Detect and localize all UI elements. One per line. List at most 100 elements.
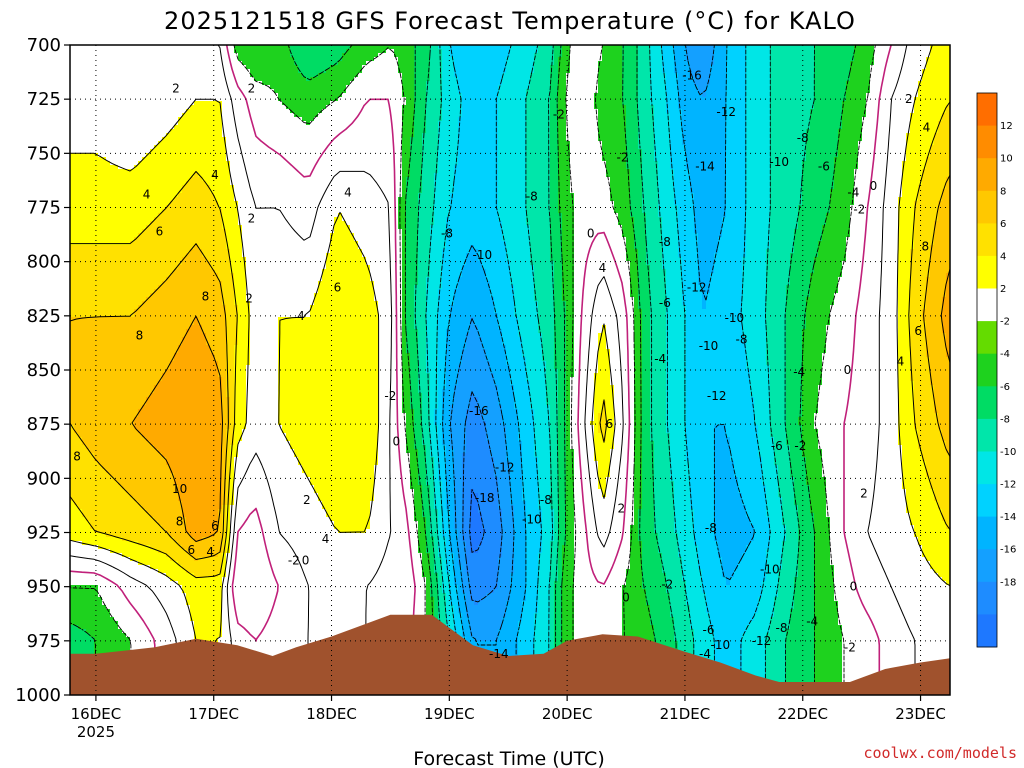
temperature-cell — [930, 257, 950, 262]
temperature-cell — [574, 209, 615, 214]
temperature-cell — [406, 437, 415, 442]
temperature-cell — [566, 89, 599, 94]
temperature-cell — [550, 209, 559, 214]
temperature-cell — [566, 437, 571, 442]
temperature-cell — [654, 137, 671, 142]
temperature-cell — [418, 545, 427, 550]
temperature-cell — [242, 437, 287, 442]
temperature-cell — [682, 133, 727, 138]
temperature-cell — [630, 537, 639, 542]
temperature-cell — [842, 109, 867, 114]
temperature-cell — [726, 45, 747, 50]
temperature-cell — [438, 381, 447, 386]
temperature-cell — [538, 593, 551, 598]
temperature-cell — [426, 521, 431, 526]
temperature-cell — [766, 249, 795, 254]
temperature-cell — [798, 525, 815, 530]
temperature-cell — [450, 317, 471, 322]
temperature-cell — [770, 429, 787, 434]
temperature-cell — [906, 489, 935, 494]
temperature-cell — [406, 425, 415, 430]
temperature-cell — [562, 233, 575, 238]
temperature-cell — [726, 53, 747, 58]
temperature-cell — [754, 529, 771, 534]
temperature-cell — [534, 621, 551, 626]
temperature-cell — [554, 281, 563, 286]
temperature-cell — [898, 349, 911, 354]
temperature-cell — [770, 381, 787, 386]
temperature-cell — [178, 485, 223, 490]
temperature-cell — [642, 585, 667, 590]
temperature-cell — [526, 221, 551, 226]
temperature-cell — [562, 621, 575, 626]
temperature-cell — [222, 461, 227, 466]
temperature-cell — [562, 213, 575, 218]
temperature-cell — [462, 501, 471, 506]
temperature-cell — [634, 429, 643, 434]
temperature-cell — [646, 597, 671, 602]
temperature-cell — [414, 489, 423, 494]
temperature-cell — [558, 577, 563, 582]
temperature-cell — [622, 85, 639, 90]
temperature-cell — [566, 105, 595, 110]
temperature-cell — [606, 425, 615, 430]
temperature-cell — [898, 225, 915, 230]
temperature-cell — [450, 437, 467, 442]
temperature-cell — [454, 473, 463, 478]
temperature-cell — [690, 609, 707, 614]
temperature-cell — [554, 297, 563, 302]
temperature-cell — [478, 397, 499, 402]
temperature-cell — [942, 513, 950, 518]
temperature-cell — [574, 565, 631, 570]
temperature-cell — [570, 149, 603, 154]
temperature-cell — [758, 605, 775, 610]
temperature-cell — [606, 173, 631, 178]
temperature-cell — [374, 493, 415, 498]
temperature-cell — [594, 453, 611, 458]
temperature-cell — [446, 553, 455, 558]
temperature-cell — [70, 285, 159, 290]
temperature-cell — [434, 613, 439, 618]
temperature-cell — [850, 69, 871, 74]
temperature-cell — [782, 565, 799, 570]
temperature-cell — [726, 117, 747, 122]
temperature-cell — [634, 473, 643, 478]
temperature-cell — [650, 77, 667, 82]
temperature-cell — [842, 113, 867, 118]
temperature-cell — [130, 241, 227, 246]
temperature-cell — [226, 357, 235, 362]
temperature-cell — [802, 405, 819, 410]
temperature-cell — [874, 61, 927, 66]
temperature-cell — [250, 341, 279, 346]
temperature-cell — [902, 445, 919, 450]
temperature-cell — [422, 553, 431, 558]
temperature-cell — [438, 169, 455, 174]
temperature-cell — [682, 269, 699, 274]
temperature-cell — [674, 617, 691, 622]
temperature-cell — [822, 461, 903, 466]
temperature-cell — [70, 533, 107, 538]
temperature-cell — [442, 69, 455, 74]
temperature-cell — [434, 221, 447, 226]
temperature-cell — [402, 353, 411, 358]
temperature-cell — [278, 329, 379, 334]
temperature-cell — [650, 377, 667, 382]
temperature-cell — [422, 181, 435, 186]
temperature-cell — [310, 309, 379, 314]
temperature-cell — [914, 245, 931, 250]
temperature-cell — [638, 73, 651, 78]
temperature-cell — [634, 313, 643, 318]
temperature-cell — [562, 593, 575, 598]
temperature-cell — [558, 81, 567, 86]
temperature-cell — [698, 545, 719, 550]
temperature-cell — [158, 381, 223, 386]
temperature-cell — [626, 117, 639, 122]
temperature-cell — [210, 189, 235, 194]
temperature-cell — [422, 405, 431, 410]
temperature-cell — [470, 525, 483, 530]
temperature-cell — [662, 49, 675, 54]
temperature-cell — [410, 153, 423, 158]
temperature-cell — [442, 249, 471, 254]
temperature-cell — [402, 261, 407, 266]
temperature-cell — [698, 245, 719, 250]
